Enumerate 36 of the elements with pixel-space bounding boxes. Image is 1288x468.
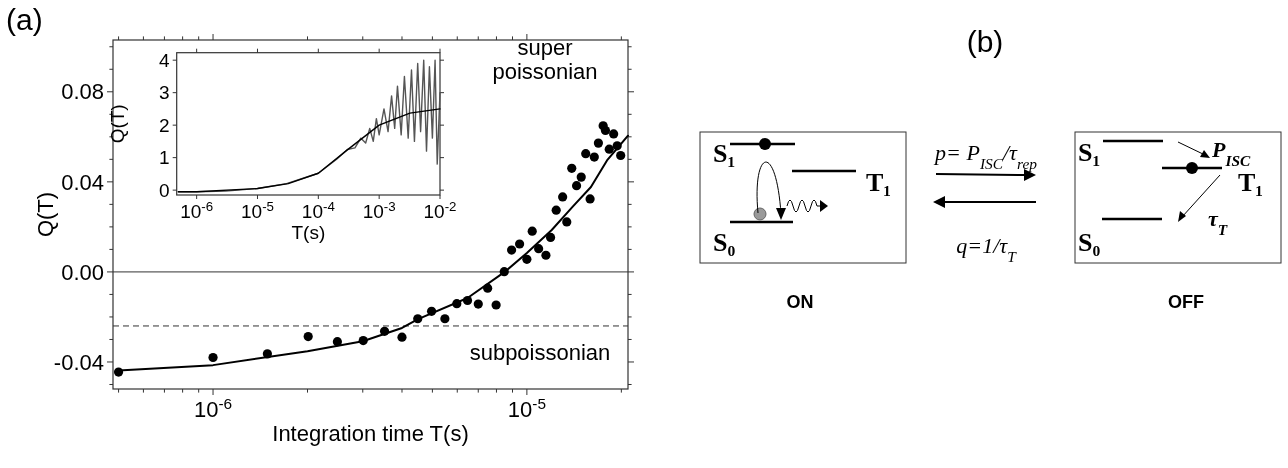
text: ON — [786, 292, 814, 312]
x-axis-title: T(s) — [291, 221, 326, 243]
text: S₁ — [713, 139, 736, 168]
y-tick-label: -0.04 — [53, 349, 104, 375]
y-tick-label: 1 — [159, 147, 170, 169]
text: S₁ — [1078, 138, 1101, 167]
text: τ$_{T}$ — [1208, 206, 1228, 238]
text: T₁ — [866, 168, 892, 197]
text: q=1/τ$_{T}$ — [956, 233, 1018, 265]
y-tick-label: 0 — [159, 179, 170, 201]
annotation: super poissonian — [492, 35, 598, 84]
x-tick-label: 10$^{-6}$ — [193, 394, 233, 422]
text: P$_{ISC}$ — [1211, 137, 1251, 169]
text: S₀ — [713, 228, 736, 257]
chart-title: (a) — [6, 3, 43, 36]
x-tick-label: 10$^{-3}$ — [362, 198, 396, 222]
y-tick-label: 3 — [159, 82, 170, 104]
y-tick-label: 0.04 — [61, 169, 104, 195]
text: (b) — [966, 25, 1004, 58]
y-tick-label: 0.00 — [61, 259, 104, 285]
annotation: subpoissonian — [469, 340, 611, 365]
x-tick-label: 10$^{-6}$ — [180, 198, 214, 222]
y-tick-label: 2 — [159, 114, 170, 136]
x-tick-label: 10$^{-4}$ — [301, 198, 335, 222]
x-tick-label: 10$^{-2}$ — [423, 198, 457, 222]
text: S₀ — [1078, 228, 1101, 257]
text: OFF — [1168, 292, 1204, 312]
y-axis-title: Q(T) — [32, 191, 58, 238]
x-tick-label: 10$^{-5}$ — [241, 198, 274, 222]
x-axis-title: Integration time T(s) — [272, 421, 469, 447]
text: p= P$_{ISC}$/τ$_{rep}$ — [933, 140, 1038, 172]
y-axis-title: Q(T) — [107, 104, 129, 144]
y-tick-label: 4 — [159, 49, 171, 71]
x-tick-label: 10$^{-5}$ — [507, 394, 546, 422]
text: T₁ — [1238, 168, 1264, 197]
y-tick-label: 0.08 — [61, 79, 104, 105]
